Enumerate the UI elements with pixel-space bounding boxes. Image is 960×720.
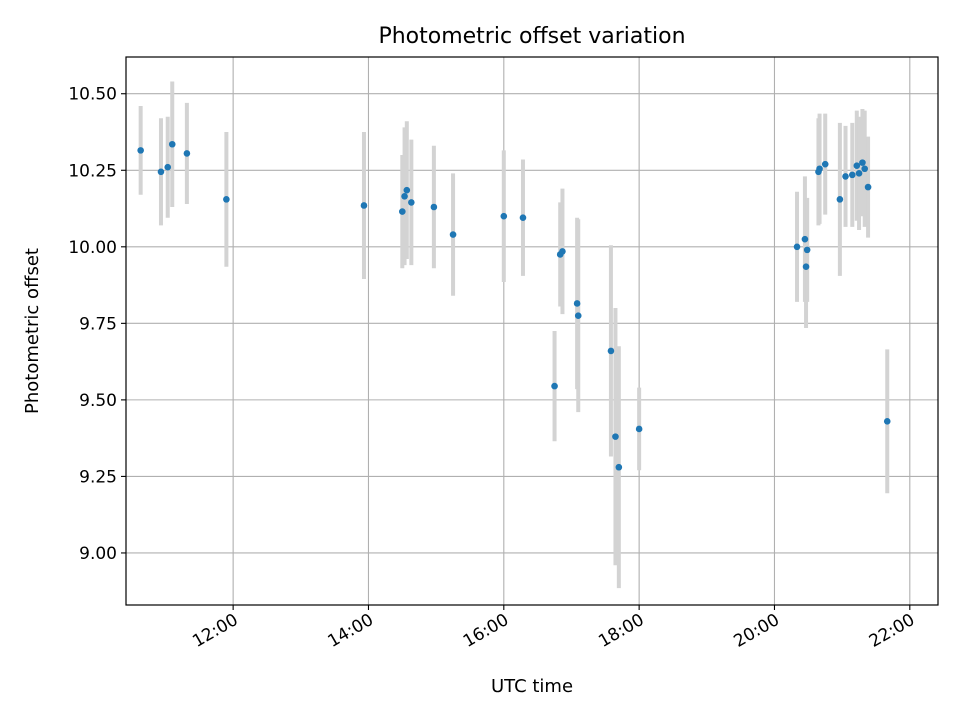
data-point <box>430 203 438 211</box>
data-point <box>399 208 406 215</box>
data-point <box>607 347 615 355</box>
y-tick-label: 9.50 <box>79 391 117 411</box>
data-point <box>164 163 172 171</box>
y-axis-label: Photometric offset <box>22 248 43 414</box>
data-point <box>821 160 829 168</box>
data-point <box>573 300 581 307</box>
data-point <box>793 243 801 251</box>
data-point <box>615 463 623 471</box>
data-point <box>403 186 411 194</box>
data-point <box>803 246 811 254</box>
data-point <box>802 263 810 271</box>
data-point <box>401 192 408 200</box>
data-point <box>612 433 619 440</box>
data-point <box>855 170 863 177</box>
data-point <box>360 202 368 209</box>
y-tick-label: 9.25 <box>79 467 117 487</box>
data-point <box>861 165 868 173</box>
data-point <box>864 183 872 191</box>
data-point <box>223 196 230 203</box>
data-point <box>801 235 809 243</box>
plot-frame <box>125 56 939 606</box>
data-point <box>559 248 566 255</box>
y-tick-label: 10.50 <box>68 85 117 105</box>
data-point <box>519 214 527 222</box>
data-point <box>449 231 457 238</box>
data-point <box>551 382 558 390</box>
data-point <box>183 150 191 157</box>
data-point <box>168 140 176 148</box>
data-point <box>137 147 144 154</box>
data-point <box>408 199 415 206</box>
data-point <box>816 165 823 173</box>
y-tick-label: 9.00 <box>79 544 117 564</box>
data-point <box>853 162 861 169</box>
data-point <box>574 312 582 319</box>
data-point <box>500 212 508 220</box>
data-point <box>883 418 891 425</box>
data-point <box>848 171 856 179</box>
data-point <box>635 425 643 433</box>
chart-title: Photometric offset variation <box>378 24 685 49</box>
y-tick-label: 10.25 <box>68 161 117 181</box>
x-axis-label: UTC time <box>491 676 573 697</box>
data-point <box>836 196 844 203</box>
data-point <box>157 168 165 176</box>
data-point <box>859 159 866 166</box>
data-point <box>842 173 849 180</box>
y-tick-label: 9.75 <box>79 314 117 334</box>
data-points <box>137 140 891 471</box>
grid <box>126 57 938 605</box>
y-tick-label: 10.00 <box>68 238 117 258</box>
